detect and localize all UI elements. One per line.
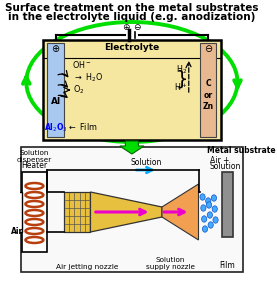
Text: }: } (175, 69, 188, 88)
Text: $\ominus$: $\ominus$ (204, 44, 213, 55)
Text: Heater: Heater (21, 161, 47, 170)
Bar (43, 40, 221, 140)
Text: $\rightarrow$ H$_2$O: $\rightarrow$ H$_2$O (73, 72, 104, 84)
Circle shape (206, 198, 211, 204)
Text: Electrolyte: Electrolyte (104, 44, 160, 53)
Text: O$_2$: O$_2$ (73, 84, 85, 96)
Bar (65, 192, 91, 232)
Text: H$^+$: H$^+$ (174, 81, 187, 93)
Text: Air: Air (11, 227, 23, 237)
Text: Surface treatment on the metal substrates: Surface treatment on the metal substrate… (5, 3, 259, 13)
Text: Solution
dispenser: Solution dispenser (17, 150, 52, 163)
Text: in the electrolyte liquid (e.g. anodization): in the electrolyte liquid (e.g. anodizat… (8, 12, 256, 22)
Circle shape (202, 226, 207, 232)
Polygon shape (91, 192, 162, 232)
Text: Solution: Solution (210, 162, 241, 171)
Circle shape (201, 205, 206, 211)
Text: $\oplus$: $\oplus$ (122, 22, 130, 32)
Text: H$_2$: H$_2$ (176, 64, 187, 76)
Circle shape (200, 194, 205, 200)
Text: Air jetting nozzle: Air jetting nozzle (56, 264, 118, 270)
Text: $\leftarrow$ Film: $\leftarrow$ Film (67, 121, 98, 132)
Circle shape (212, 206, 217, 212)
Polygon shape (162, 184, 199, 240)
Text: Solution
supply nozzle: Solution supply nozzle (146, 257, 194, 270)
Text: Film: Film (219, 261, 235, 270)
Bar (200, 43, 216, 137)
Circle shape (206, 202, 212, 208)
Text: OH$^-$: OH$^-$ (72, 60, 91, 70)
Text: Al: Al (50, 98, 61, 107)
Circle shape (208, 222, 213, 228)
Bar (47, 43, 64, 137)
Circle shape (213, 217, 218, 223)
Text: $\oplus$: $\oplus$ (51, 44, 60, 55)
Bar (21, 147, 243, 272)
Text: Metal substrate: Metal substrate (207, 146, 275, 155)
Text: C
or
Zn: C or Zn (203, 79, 214, 111)
Polygon shape (120, 141, 144, 154)
Text: Al$_2$O$_3$: Al$_2$O$_3$ (43, 121, 68, 134)
Circle shape (207, 212, 212, 218)
Bar (22, 172, 47, 252)
Circle shape (202, 216, 207, 222)
Text: $\ominus$: $\ominus$ (133, 22, 142, 32)
Bar (222, 172, 233, 237)
Bar (16, 192, 22, 232)
Circle shape (211, 195, 217, 201)
Text: Air +: Air + (210, 156, 229, 165)
Text: Solution: Solution (130, 158, 161, 167)
